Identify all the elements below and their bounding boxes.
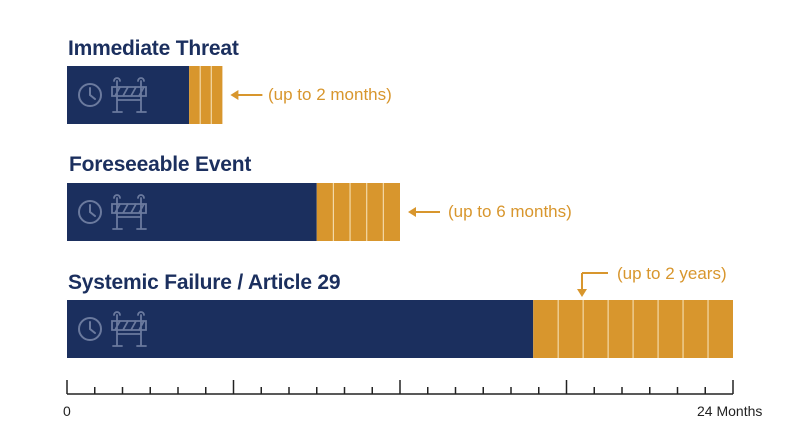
note-arrowhead-1: [408, 207, 416, 217]
road-barrier-icon: [111, 194, 147, 230]
extension-bar-0: [189, 66, 223, 124]
road-barrier-icon: [111, 77, 147, 113]
extension-note-systemic-failure: (up to 2 years): [617, 264, 727, 283]
bar-title-systemic-failure: Systemic Failure / Article 29: [68, 271, 341, 294]
base-bar-2: [67, 300, 534, 358]
road-barrier-icon: [111, 311, 147, 347]
extension-note-immediate-threat: (up to 2 months): [268, 85, 392, 104]
clock-icon: [78, 317, 102, 341]
clock-icon: [78, 83, 102, 107]
x-axis-start-label: 0: [63, 403, 71, 419]
extension-note-foreseeable-event: (up to 6 months): [448, 202, 572, 221]
note-arrowhead-2: [577, 289, 587, 297]
note-arrowhead-0: [230, 90, 239, 100]
extension-bar-1: [316, 183, 400, 241]
base-bar-0: [67, 66, 190, 124]
bar-title-foreseeable-event: Foreseeable Event: [69, 153, 252, 176]
clock-icon: [78, 200, 102, 224]
x-axis-end-label: 24 Months: [697, 403, 763, 419]
bar-title-immediate-threat: Immediate Threat: [68, 37, 239, 60]
base-bar-1: [67, 183, 317, 241]
